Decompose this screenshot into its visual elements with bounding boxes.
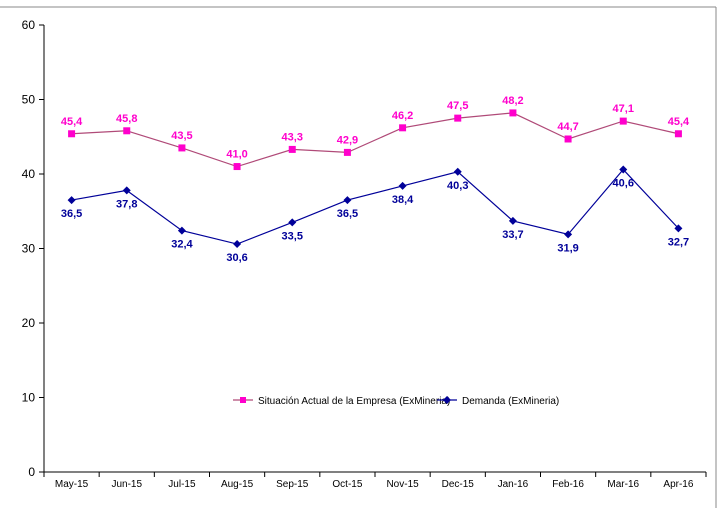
data-label: 38,4 <box>392 194 414 206</box>
data-label: 33,5 <box>282 230 303 242</box>
legend-swatch-marker <box>240 397 246 403</box>
x-tick-label: Apr-16 <box>663 479 693 490</box>
data-label: 42,9 <box>337 134 358 146</box>
data-label: 36,5 <box>61 208 82 220</box>
data-label: 30,6 <box>226 252 247 264</box>
legend: Situación Actual de la Empresa (ExMineri… <box>233 396 559 407</box>
data-point-marker <box>619 165 628 174</box>
data-label: 31,9 <box>557 242 578 254</box>
data-point-marker <box>508 216 517 225</box>
data-label: 37,8 <box>116 198 137 210</box>
data-point-marker <box>564 135 572 143</box>
x-tick-label: Aug-15 <box>221 479 254 490</box>
x-tick-label: Dec-15 <box>442 479 475 490</box>
x-tick-label: Mar-16 <box>607 479 639 490</box>
data-label: 45,4 <box>668 116 690 128</box>
x-tick-label: Oct-15 <box>332 479 362 490</box>
data-label: 46,2 <box>392 110 413 122</box>
y-tick-label: 20 <box>22 316 36 330</box>
data-point-marker <box>233 240 242 249</box>
data-point-marker <box>564 230 573 239</box>
data-point-marker <box>454 114 462 122</box>
data-label: 32,4 <box>171 239 193 251</box>
data-labels: 45,4 45,8 43,5 41,0 43,3 42,9 46,2 47,5 48,2 44,7… <box>61 95 690 264</box>
legend-swatch-marker <box>443 396 451 404</box>
data-label: 40,6 <box>613 178 634 190</box>
axes: 0 10 20 30 40 50 60 May-15 Jun-15 Jul-15 Aug-15 Sep… <box>22 18 707 490</box>
data-point-marker <box>122 186 131 195</box>
y-tick-label: 50 <box>22 93 36 107</box>
y-tick-label: 0 <box>28 465 35 479</box>
data-label: 32,7 <box>668 236 689 248</box>
data-point-marker <box>343 148 351 156</box>
legend-label: Demanda (ExMineria) <box>462 396 559 407</box>
data-point-marker <box>674 224 683 233</box>
data-point-marker <box>288 218 297 227</box>
data-label: 45,4 <box>61 116 83 128</box>
data-point-marker <box>343 196 352 205</box>
data-point-marker <box>509 109 517 117</box>
x-tick-label: Jun-15 <box>111 479 142 490</box>
data-label: 45,8 <box>116 113 137 125</box>
data-label: 43,3 <box>282 131 303 143</box>
data-point-marker <box>68 130 76 138</box>
y-tick-label: 30 <box>22 242 36 256</box>
series-line-0 <box>71 112 679 168</box>
x-tick-label: Nov-15 <box>386 479 419 490</box>
data-point-marker <box>398 181 407 190</box>
x-tick-label: May-15 <box>55 479 89 490</box>
data-label: 40,3 <box>447 180 468 192</box>
data-label: 44,7 <box>557 121 578 133</box>
data-point-marker <box>288 145 296 153</box>
data-label: 48,2 <box>502 95 523 107</box>
x-tick-label: Jul-15 <box>168 479 196 490</box>
data-point-marker <box>123 127 131 135</box>
data-label: 41,0 <box>226 149 247 161</box>
series-lines <box>71 112 679 245</box>
data-point-marker <box>67 196 76 205</box>
series-line-1 <box>71 168 679 245</box>
y-tick-label: 40 <box>22 167 36 181</box>
x-tick-label: Feb-16 <box>552 479 584 490</box>
y-tick-label: 60 <box>22 18 36 32</box>
x-tick-label: Jan-16 <box>498 479 529 490</box>
data-point-marker <box>177 226 186 235</box>
data-point-marker <box>674 130 682 138</box>
data-point-marker <box>178 144 186 152</box>
data-label: 47,1 <box>613 103 634 115</box>
data-label: 36,5 <box>337 208 358 220</box>
data-label: 43,5 <box>171 130 192 142</box>
series-markers <box>67 109 683 249</box>
data-point-marker <box>233 163 241 171</box>
y-tick-label: 10 <box>22 391 36 405</box>
data-point-marker <box>453 167 462 176</box>
x-tick-label: Sep-15 <box>276 479 309 490</box>
data-label: 47,5 <box>447 100 468 112</box>
legend-label: Situación Actual de la Empresa (ExMineri… <box>258 396 450 407</box>
data-point-marker <box>619 117 627 125</box>
data-label: 33,7 <box>502 229 523 241</box>
data-point-marker <box>399 124 407 132</box>
